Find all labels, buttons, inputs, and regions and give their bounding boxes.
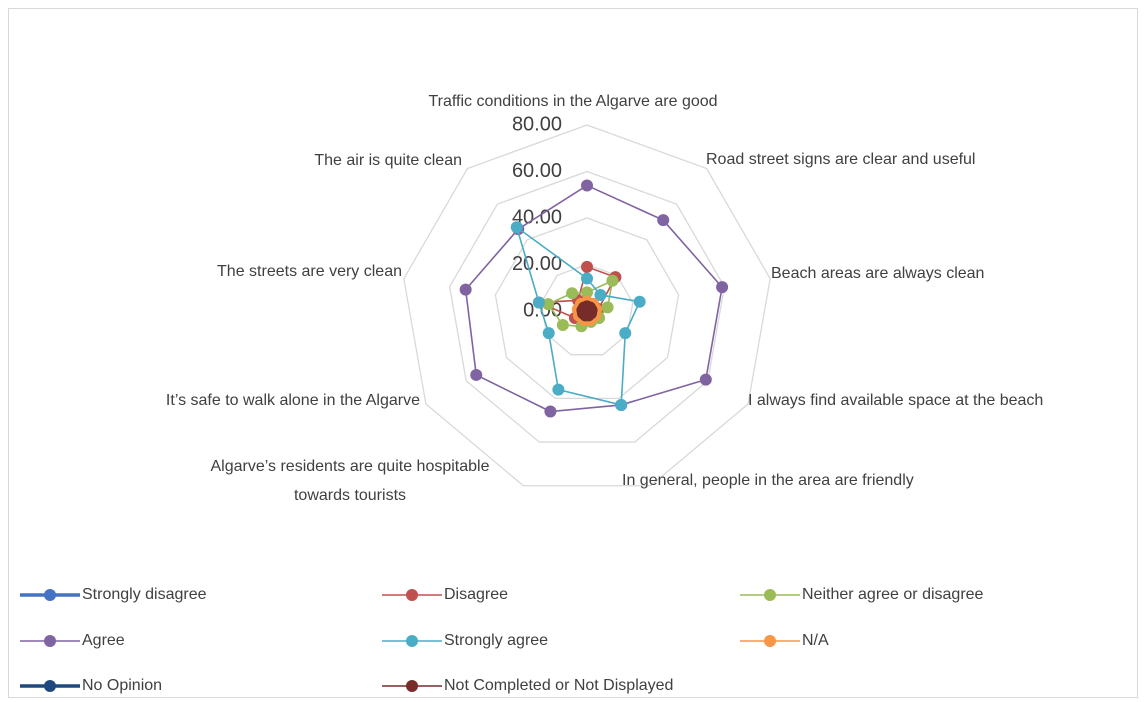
legend-marker [44,635,56,647]
category-label: In general, people in the area are frien… [622,472,914,489]
data-point [619,327,632,340]
chart-frame [8,8,1138,698]
legend-label: Neither agree or disagree [802,586,984,603]
y-tick-label: 20.00 [512,253,562,275]
data-point [542,298,555,311]
data-point [581,260,593,273]
grid-ring [448,170,726,443]
data-point [633,295,646,308]
data-point [532,296,545,309]
grid-ring [403,124,771,487]
data-point [657,214,670,227]
legend-label: Disagree [444,586,508,603]
category-label: The air is quite clean [314,152,462,169]
data-point [470,368,483,381]
legend-marker [406,680,418,692]
data-point [581,272,593,285]
legend-label: N/A [802,632,829,649]
data-point [552,383,565,396]
legend-marker [44,589,56,601]
category-label: It’s safe to walk alone in the Algarve [166,392,420,409]
series-line [464,184,723,413]
data-point [544,405,557,418]
y-tick-label: 60.00 [512,160,562,182]
data-point [581,286,593,299]
legend-label: Strongly disagree [82,586,207,603]
data-point [606,274,619,287]
data-point [556,318,569,331]
data-point [542,327,555,340]
data-point [699,373,712,386]
data-point [601,301,614,314]
legend-label: Not Completed or Not Displayed [444,677,673,694]
legend-label: Strongly agree [444,632,548,649]
category-label: Algarve’s residents are quite hospitable… [211,458,490,504]
series-line [515,225,641,406]
legend-marker [406,589,418,601]
data-point [578,301,591,314]
legend-marker [44,680,56,692]
grid-ring [494,217,680,400]
category-label: The streets are very clean [217,263,402,280]
data-point [566,287,579,300]
legend-marker [764,635,776,647]
data-point [510,221,523,234]
data-point [716,281,729,294]
category-label: Beach areas are always clean [771,265,984,282]
data-point [581,179,593,192]
legend-marker [406,635,418,647]
category-label: Road street signs are clear and useful [706,151,975,168]
category-label: Traffic conditions in the Algarve are go… [428,93,717,110]
data-point [459,283,472,296]
data-point [594,288,607,301]
legend-label: No Opinion [82,677,162,694]
grid-ring [540,263,634,356]
legend-label: Agree [82,632,125,649]
legend-marker [764,589,776,601]
data-point [615,398,628,411]
y-tick-label: 80.00 [512,113,562,135]
category-label: I always find available space at the bea… [748,392,1043,409]
